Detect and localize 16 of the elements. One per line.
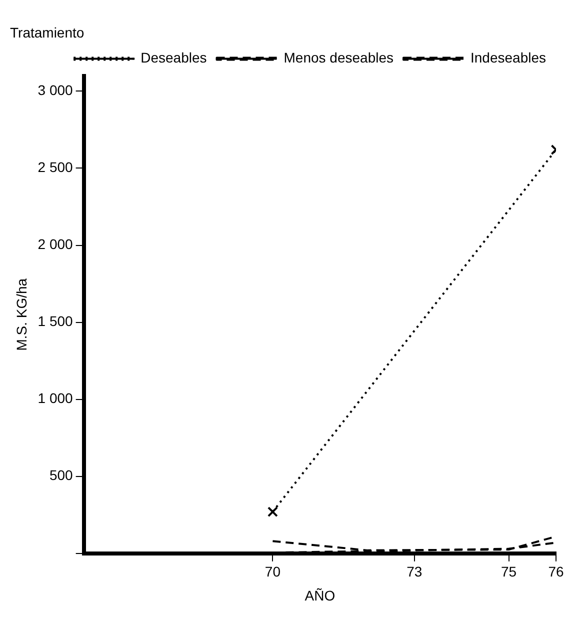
y-tick-label: 3 000 — [38, 82, 74, 98]
y-tick-label: 2 000 — [38, 236, 74, 252]
x-tick-label: 76 — [548, 564, 564, 580]
x-axis-title: AÑO — [304, 587, 336, 604]
legend-label: Indeseables — [470, 50, 546, 66]
x-tick-label: 75 — [500, 564, 517, 580]
chart-title: Tratamiento — [10, 24, 84, 40]
x-tick-label: 70 — [264, 564, 281, 580]
y-tick-label: 2 500 — [38, 159, 74, 176]
x-tick-label: 73 — [406, 564, 422, 580]
y-axis-title: M.S. KG/ha — [13, 278, 30, 351]
y-tick-label: 1 000 — [38, 390, 74, 406]
legend-label: Menos deseables — [284, 50, 394, 66]
y-tick-label: 1 500 — [38, 313, 74, 330]
y-tick-label: 500 — [49, 467, 74, 484]
legend-label: Deseables — [140, 50, 207, 66]
